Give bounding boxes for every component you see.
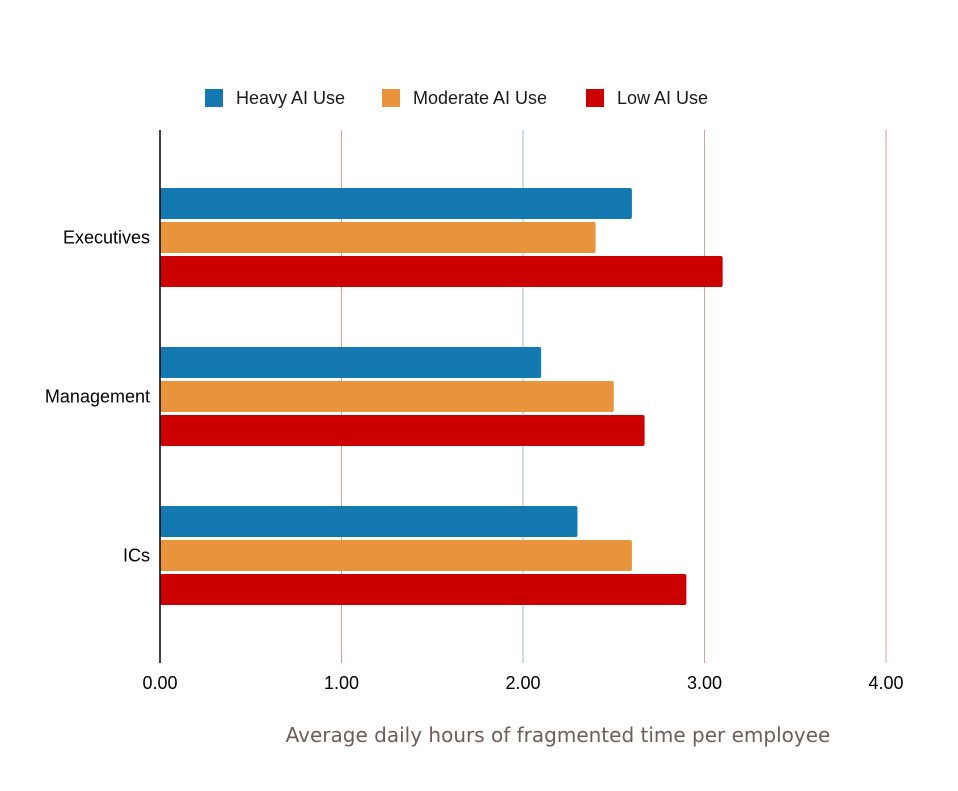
bar <box>160 347 542 378</box>
x-tick-label: 1.00 <box>324 673 359 693</box>
bar <box>160 540 632 571</box>
bar <box>160 222 596 253</box>
legend-label: Heavy AI Use <box>236 88 345 108</box>
bar <box>160 256 723 287</box>
legend: Heavy AI Use Moderate AI Use Low AI Use <box>205 88 708 108</box>
x-axis-title: Average daily hours of fragmented time p… <box>286 723 831 747</box>
legend-label: Low AI Use <box>617 88 708 108</box>
x-tick-label: 3.00 <box>687 673 722 693</box>
bars <box>160 188 723 605</box>
legend-label: Moderate AI Use <box>413 88 547 108</box>
category-label: ICs <box>123 546 150 566</box>
category-label: Management <box>45 387 150 407</box>
x-tick-label: 2.00 <box>505 673 540 693</box>
category-label: Executives <box>63 228 150 248</box>
bar <box>160 188 632 219</box>
legend-swatch <box>205 89 223 107</box>
x-tick-label: 4.00 <box>868 673 903 693</box>
legend-swatch <box>586 89 604 107</box>
bar <box>160 574 687 605</box>
x-tick-labels: 0.00 1.00 2.00 3.00 4.00 <box>142 673 903 693</box>
bar <box>160 415 645 446</box>
bar <box>160 381 614 412</box>
x-tick-label: 0.00 <box>142 673 177 693</box>
bar <box>160 506 578 537</box>
category-labels: Executives Management ICs <box>45 228 150 566</box>
legend-swatch <box>382 89 400 107</box>
